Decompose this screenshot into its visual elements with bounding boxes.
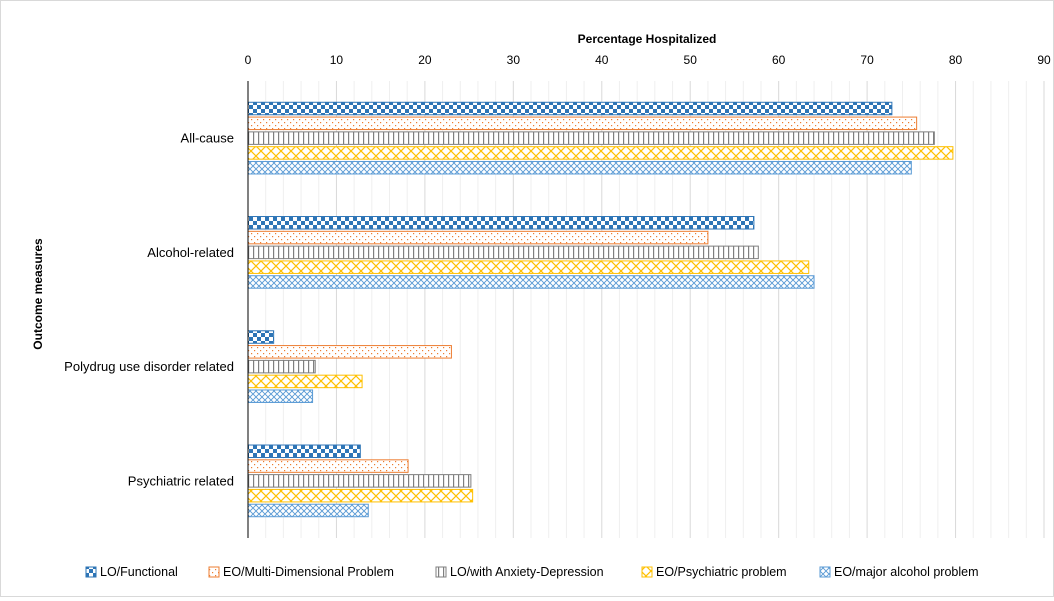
legend-item: EO/major alcohol problem (819, 565, 979, 579)
bar (247, 503, 369, 518)
bar (247, 374, 363, 389)
bar (247, 345, 452, 359)
legend-swatch (435, 566, 447, 578)
x-tick-label: 10 (330, 53, 344, 67)
bar (247, 260, 810, 274)
legend-label: EO/major alcohol problem (834, 565, 979, 579)
bar (247, 459, 409, 473)
x-tick-label: 50 (684, 53, 698, 67)
x-tick-label: 30 (507, 53, 521, 67)
x-tick-label: 40 (595, 53, 609, 67)
bar (247, 131, 935, 145)
bar (247, 389, 314, 403)
category-label: Alcohol-related (147, 245, 234, 260)
bar (247, 444, 361, 459)
bar (247, 245, 759, 260)
bar (247, 146, 954, 160)
bar (247, 116, 918, 131)
bar (247, 488, 474, 503)
x-tick-label: 90 (1037, 53, 1051, 67)
x-axis-title: Percentage Hospitalized (578, 32, 717, 46)
legend-item: EO/Psychiatric problem (641, 565, 787, 579)
bar (247, 101, 893, 116)
category-label: Psychiatric related (128, 473, 234, 488)
legend-swatch (85, 566, 97, 578)
bar (247, 474, 472, 488)
bars (247, 101, 954, 518)
legend-item: LO/Functional (85, 565, 178, 579)
category-labels: All-cause Alcohol-related Polydrug use dis… (64, 131, 234, 489)
bar (247, 359, 316, 374)
x-tick-label: 80 (949, 53, 963, 67)
legend-label: EO/Multi-Dimensional Problem (223, 565, 394, 579)
bar (247, 160, 912, 175)
bar (247, 216, 755, 230)
legend-swatch (819, 566, 831, 578)
category-label: All-cause (181, 131, 234, 146)
category-label: Polydrug use disorder related (64, 359, 234, 374)
bar (247, 275, 815, 289)
legend: LO/Functional EO/Multi-Dimensional Proble… (85, 565, 979, 579)
x-tick-label: 60 (772, 53, 786, 67)
bar (247, 230, 709, 245)
bar (247, 330, 275, 344)
x-tick-label: 70 (860, 53, 874, 67)
y-axis-title: Outcome measures (31, 238, 45, 350)
legend-swatch (208, 566, 220, 578)
x-tick-label: 20 (418, 53, 432, 67)
legend-label: EO/Psychiatric problem (656, 565, 787, 579)
legend-swatch (641, 566, 653, 578)
x-axis-ticks: 0 10 20 30 40 50 60 70 80 90 (245, 53, 1051, 67)
legend-label: LO/Functional (100, 565, 178, 579)
legend-item: EO/Multi-Dimensional Problem (208, 565, 394, 579)
legend-label: LO/with Anxiety-Depression (450, 565, 604, 579)
x-tick-label: 0 (245, 53, 252, 67)
legend-item: LO/with Anxiety-Depression (435, 565, 604, 579)
